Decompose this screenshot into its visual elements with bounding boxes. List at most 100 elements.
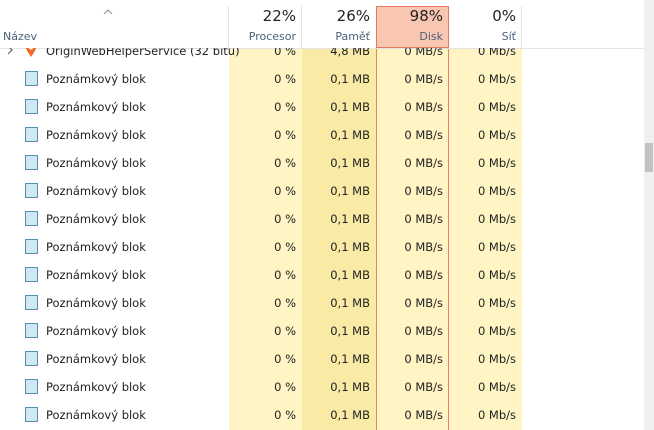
cpu-column: [229, 0, 302, 430]
process-value: 0 Mb/s: [477, 184, 516, 198]
process-value: 0 MB/s: [404, 48, 443, 58]
process-value: 0,1 MB: [330, 240, 370, 254]
process-row[interactable]: Poznámkový blok 0 % 0,1 MB 0 MB/s 0 Mb/s: [0, 149, 644, 177]
process-value: 0 Mb/s: [477, 380, 516, 394]
notepad-icon: [25, 267, 38, 282]
process-value: 0 %: [274, 408, 296, 422]
process-value: 0 Mb/s: [477, 156, 516, 170]
process-value: 0 %: [274, 324, 296, 338]
process-value: 0 Mb/s: [477, 408, 516, 422]
process-row[interactable]: Poznámkový blok 0 % 0,1 MB 0 MB/s 0 Mb/s: [0, 177, 644, 205]
column-percent: 26%: [336, 7, 370, 25]
process-row[interactable]: Poznámkový blok 0 % 0,1 MB 0 MB/s 0 Mb/s: [0, 121, 644, 149]
process-value: 0 %: [274, 128, 296, 142]
process-row[interactable]: Poznámkový blok 0 % 0,1 MB 0 MB/s 0 Mb/s: [0, 345, 644, 373]
process-row[interactable]: Poznámkový blok 0 % 0,1 MB 0 MB/s 0 Mb/s: [0, 233, 644, 261]
process-value: 0,1 MB: [330, 268, 370, 282]
process-value: 0 MB/s: [404, 324, 443, 338]
process-name: Poznámkový blok: [46, 268, 146, 282]
process-value: 0 %: [274, 352, 296, 366]
process-row[interactable]: Poznámkový blok 0 % 0,1 MB 0 MB/s 0 Mb/s: [0, 65, 644, 93]
process-value: 0,1 MB: [330, 128, 370, 142]
process-value: 0 %: [274, 48, 296, 58]
process-name: Poznámkový blok: [46, 100, 146, 114]
column-header[interactable]: 0% Síť: [449, 0, 522, 48]
notepad-icon: [25, 183, 38, 198]
header-border: [0, 48, 644, 49]
notepad-icon: [25, 71, 38, 86]
process-value: 0 Mb/s: [477, 352, 516, 366]
process-row[interactable]: Poznámkový blok 0 % 0,1 MB 0 MB/s 0 Mb/s: [0, 93, 644, 121]
name-header[interactable]: Název: [3, 30, 38, 43]
column-percent: 98%: [409, 7, 443, 25]
process-value: 0,1 MB: [330, 100, 370, 114]
process-value: 0 MB/s: [404, 72, 443, 86]
process-value: 0 %: [274, 296, 296, 310]
column-label: Paměť: [335, 30, 370, 43]
process-value: 0 Mb/s: [477, 296, 516, 310]
notepad-icon: [25, 155, 38, 170]
column-header[interactable]: 22% Procesor: [229, 0, 302, 48]
process-row[interactable]: Poznámkový blok 0 % 0,1 MB 0 MB/s 0 Mb/s: [0, 289, 644, 317]
expand-chevron[interactable]: [7, 48, 13, 55]
notepad-icon: [25, 127, 38, 142]
disk-header-highlight: [376, 6, 449, 48]
process-value: 0 Mb/s: [477, 324, 516, 338]
process-name: Poznámkový blok: [46, 380, 146, 394]
process-name: Poznámkový blok: [46, 212, 146, 226]
column-label: Procesor: [248, 30, 296, 43]
process-value: 0 Mb/s: [477, 100, 516, 114]
column-header[interactable]: 26% Paměť: [302, 0, 376, 48]
process-row[interactable]: Poznámkový blok 0 % 0,1 MB 0 MB/s 0 Mb/s: [0, 401, 644, 429]
sort-arrow: [103, 9, 113, 15]
process-value: 0 MB/s: [404, 212, 443, 226]
column-label: Síť: [501, 30, 516, 43]
header-divider: [521, 6, 522, 48]
process-row[interactable]: Poznámkový blok 0 % 0,1 MB 0 MB/s 0 Mb/s: [0, 205, 644, 233]
process-row[interactable]: OriginWebHelperService (32 bitů) 0 % 4,8 M…: [0, 48, 644, 65]
process-value: 0 MB/s: [404, 240, 443, 254]
scrollbar-thumb[interactable]: [645, 143, 653, 172]
process-value: 0 MB/s: [404, 184, 443, 198]
process-value: 0 %: [274, 380, 296, 394]
process-value: 0,1 MB: [330, 184, 370, 198]
process-row[interactable]: Poznámkový blok 0 % 0,1 MB 0 MB/s 0 Mb/s: [0, 261, 644, 289]
process-value: 0 %: [274, 212, 296, 226]
process-name: Poznámkový blok: [46, 184, 146, 198]
process-value: 0 MB/s: [404, 268, 443, 282]
header: [0, 0, 644, 48]
process-row[interactable]: Poznámkový blok 0 % 0,1 MB 0 MB/s 0 Mb/s: [0, 317, 644, 345]
notepad-icon: [25, 211, 38, 226]
column-header[interactable]: 98% Disk: [376, 0, 449, 48]
process-value: 0 %: [274, 184, 296, 198]
process-name: Poznámkový blok: [46, 352, 146, 366]
process-value: 0 MB/s: [404, 408, 443, 422]
process-value: 0 MB/s: [404, 296, 443, 310]
process-value: 0,1 MB: [330, 380, 370, 394]
process-value: 0 MB/s: [404, 380, 443, 394]
process-value: 0 MB/s: [404, 156, 443, 170]
process-value: 0 MB/s: [404, 128, 443, 142]
process-value: 0 %: [274, 72, 296, 86]
notepad-icon: [25, 239, 38, 254]
process-value: 0 Mb/s: [477, 48, 516, 58]
process-value: 4,8 MB: [330, 48, 370, 58]
scrollbar[interactable]: [644, 0, 654, 430]
memory-column: [302, 0, 376, 430]
network-column: [449, 0, 522, 430]
process-value: 0 MB/s: [404, 352, 443, 366]
process-row[interactable]: Poznámkový blok 0 % 0,1 MB 0 MB/s 0 Mb/s: [0, 373, 644, 401]
process-name: Poznámkový blok: [46, 296, 146, 310]
notepad-icon: [25, 407, 38, 422]
process-list: OriginWebHelperService (32 bitů) 0 % 4,8 M…: [0, 48, 644, 430]
process-value: 0 Mb/s: [477, 72, 516, 86]
process-value: 0 Mb/s: [477, 128, 516, 142]
notepad-icon: [25, 323, 38, 338]
column-percent: 22%: [262, 7, 296, 25]
process-name: Poznámkový blok: [46, 240, 146, 254]
process-name: Poznámkový blok: [46, 324, 146, 338]
process-value: 0,1 MB: [330, 296, 370, 310]
process-value: 0,1 MB: [330, 352, 370, 366]
process-name: Poznámkový blok: [46, 156, 146, 170]
header-divider: [228, 6, 229, 48]
